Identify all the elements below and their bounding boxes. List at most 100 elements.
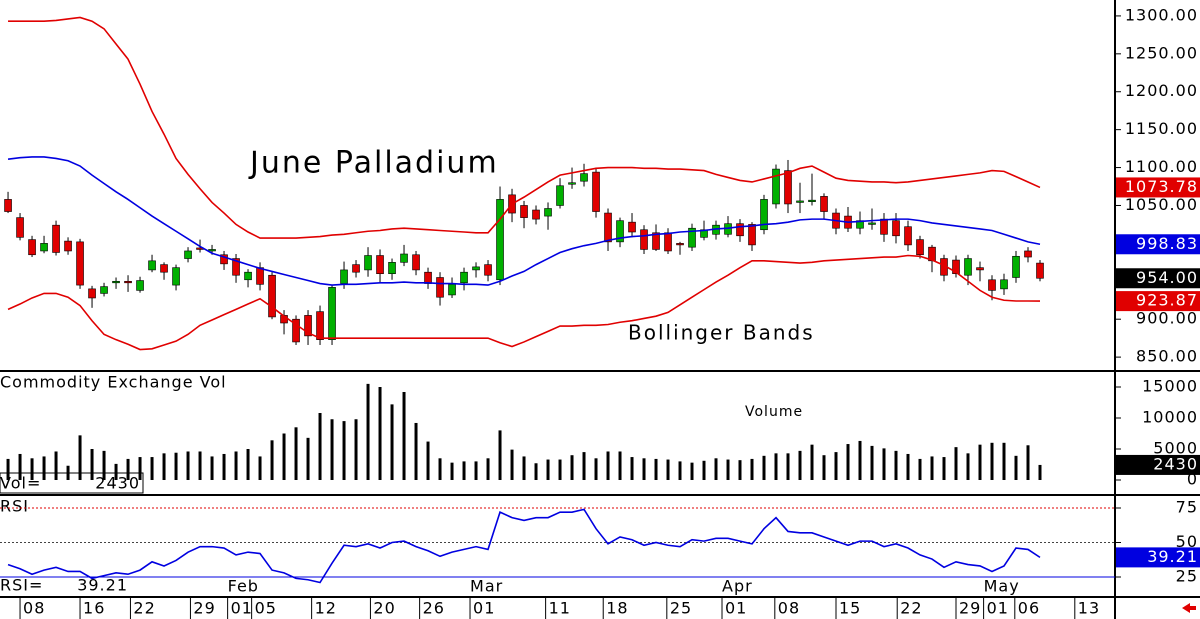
- x-tick-label: 12: [315, 599, 337, 618]
- candle-body: [304, 315, 312, 337]
- candle-body: [364, 255, 372, 271]
- candle-body: [592, 171, 600, 212]
- x-tick-label: 18: [606, 599, 628, 618]
- value-tag-label: 954.00: [1136, 268, 1198, 287]
- candle-body: [568, 182, 576, 185]
- month-label: Feb: [228, 577, 259, 596]
- value-tag: [1116, 234, 1200, 255]
- month-label: Mar: [470, 577, 503, 596]
- candle-body: [232, 258, 240, 276]
- scroll-arrow[interactable]: [1182, 603, 1196, 613]
- y-tick-label: 5000: [1153, 439, 1198, 458]
- candle-body: [40, 243, 48, 252]
- x-tick-label: 13: [1078, 599, 1100, 618]
- x-tick-label: 29: [193, 599, 215, 618]
- readout-box: [0, 472, 144, 494]
- value-tag: [1116, 291, 1200, 312]
- candle-body: [808, 199, 816, 202]
- x-tick-label: 22: [133, 599, 155, 618]
- band-line: [8, 16, 1041, 239]
- candle-body: [88, 288, 96, 299]
- candle-body: [760, 199, 768, 231]
- panel-title: RSI: [0, 497, 29, 516]
- x-tick-label: 01: [473, 599, 495, 618]
- rsi-line: [7, 508, 1041, 584]
- x-tick-label: 05: [255, 599, 277, 618]
- candle-body: [544, 208, 552, 217]
- y-tick-label: 1100.00: [1125, 157, 1198, 176]
- candle-body: [964, 258, 972, 276]
- month-label: May: [984, 577, 1020, 596]
- candle-body: [148, 260, 156, 271]
- candle-body: [1036, 262, 1044, 279]
- candle-body: [988, 279, 996, 291]
- candle-body: [520, 205, 528, 218]
- candle-body: [772, 168, 780, 205]
- candle-body: [172, 267, 180, 286]
- candle-body: [580, 173, 588, 182]
- band-line: [7, 254, 1041, 351]
- candle-body: [688, 227, 696, 248]
- candle-body: [640, 229, 648, 250]
- candle-body: [904, 226, 912, 246]
- candle-body: [436, 277, 444, 298]
- value-tag: [1116, 268, 1200, 289]
- y-tick-label: 1250.00: [1125, 43, 1198, 62]
- value-tag-label: 923.87: [1136, 291, 1198, 310]
- readout-value: 39.21: [77, 576, 128, 595]
- candle-body: [616, 220, 624, 243]
- readout-value: 2430: [95, 474, 140, 493]
- value-tag-label: 39.21: [1147, 547, 1198, 566]
- candle-body: [340, 269, 348, 284]
- y-tick-label: 10000: [1142, 408, 1198, 427]
- candle-body: [388, 262, 396, 275]
- candle-body: [268, 274, 276, 318]
- y-tick-label: 25: [1176, 566, 1198, 585]
- candle-body: [256, 267, 264, 285]
- candle-body: [376, 255, 384, 275]
- x-tick-label: 20: [373, 599, 395, 618]
- candle-body: [424, 271, 432, 284]
- candle-body: [220, 254, 228, 265]
- candle-body: [496, 199, 504, 281]
- x-tick-label: 01: [725, 599, 747, 618]
- candle-body: [184, 250, 192, 259]
- x-tick-label: 25: [670, 599, 692, 618]
- x-tick-label: 16: [83, 599, 105, 618]
- candle-body: [880, 218, 888, 235]
- candle-body: [400, 253, 408, 263]
- chart-title: June Palladium: [248, 146, 499, 181]
- readout-label: RSI=: [0, 576, 43, 595]
- candle-body: [448, 284, 456, 296]
- candle-body: [16, 217, 24, 238]
- candle-body: [952, 259, 960, 275]
- month-label: Apr: [722, 577, 753, 596]
- candle-body: [52, 224, 60, 253]
- value-tag: [1116, 177, 1200, 198]
- candle-body: [244, 271, 252, 281]
- x-tick-label: 06: [1018, 599, 1040, 618]
- x-tick-label: 29: [959, 599, 981, 618]
- value-tag-label: 998.83: [1136, 234, 1198, 253]
- x-tick-label: 08: [23, 599, 45, 618]
- candle-body: [76, 241, 84, 286]
- candle-body: [868, 222, 876, 225]
- candle-body: [892, 220, 900, 237]
- x-tick-label: 11: [549, 599, 571, 618]
- y-tick-label: 1300.00: [1125, 5, 1198, 24]
- candle-body: [556, 185, 564, 206]
- candle-body: [316, 311, 324, 340]
- candle-body: [748, 224, 756, 246]
- candle-body: [1012, 255, 1020, 278]
- band-line: [7, 156, 1041, 286]
- candle-body: [124, 280, 132, 284]
- y-tick-label: 1200.00: [1125, 81, 1198, 100]
- candle-body: [112, 280, 120, 284]
- panel-title: Commodity Exchange Vol: [0, 373, 227, 392]
- candle-body: [136, 280, 144, 291]
- candle-body: [820, 196, 828, 212]
- x-tick-label: 01: [987, 599, 1009, 618]
- candle-body: [664, 232, 672, 252]
